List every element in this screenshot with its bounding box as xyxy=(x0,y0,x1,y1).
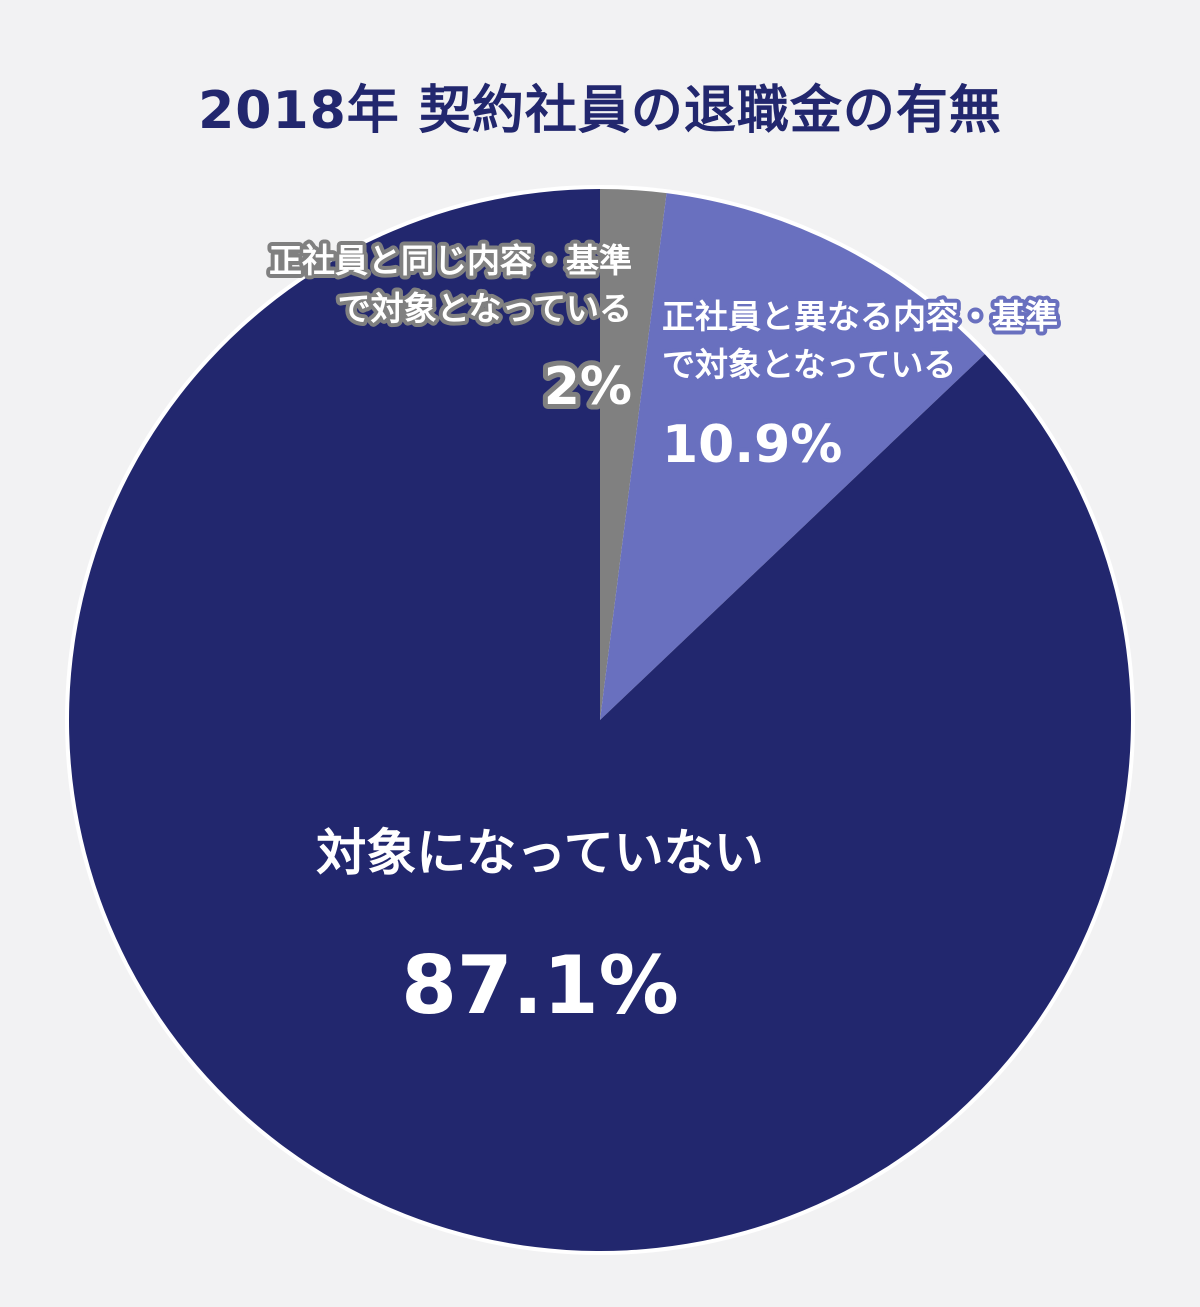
slice-label-1-line-1: で対象となっている xyxy=(338,289,632,328)
pie-slice-2 xyxy=(600,193,985,721)
pie-slice-0 xyxy=(69,189,1131,1252)
chart-title: 2018年 契約社員の退職金の有無 xyxy=(198,81,1002,141)
slice-value-0: 87.1% xyxy=(401,939,679,1032)
slice-label-group-0: 対象になっていない 87.1% xyxy=(316,824,764,1032)
slice-label-1-line-0: 正社員と同じ内容・基準 xyxy=(269,241,632,280)
slice-label-2-line-0: 正社員と異なる内容・基準 xyxy=(662,297,1058,336)
slice-label-2-line-1: で対象となっている xyxy=(662,345,956,384)
pie-slice-1 xyxy=(600,189,667,720)
slice-value-1: 2% xyxy=(544,357,632,417)
slice-value-2: 10.9% xyxy=(662,415,842,475)
slice-label-0-line-0: 対象になっていない xyxy=(316,824,764,882)
